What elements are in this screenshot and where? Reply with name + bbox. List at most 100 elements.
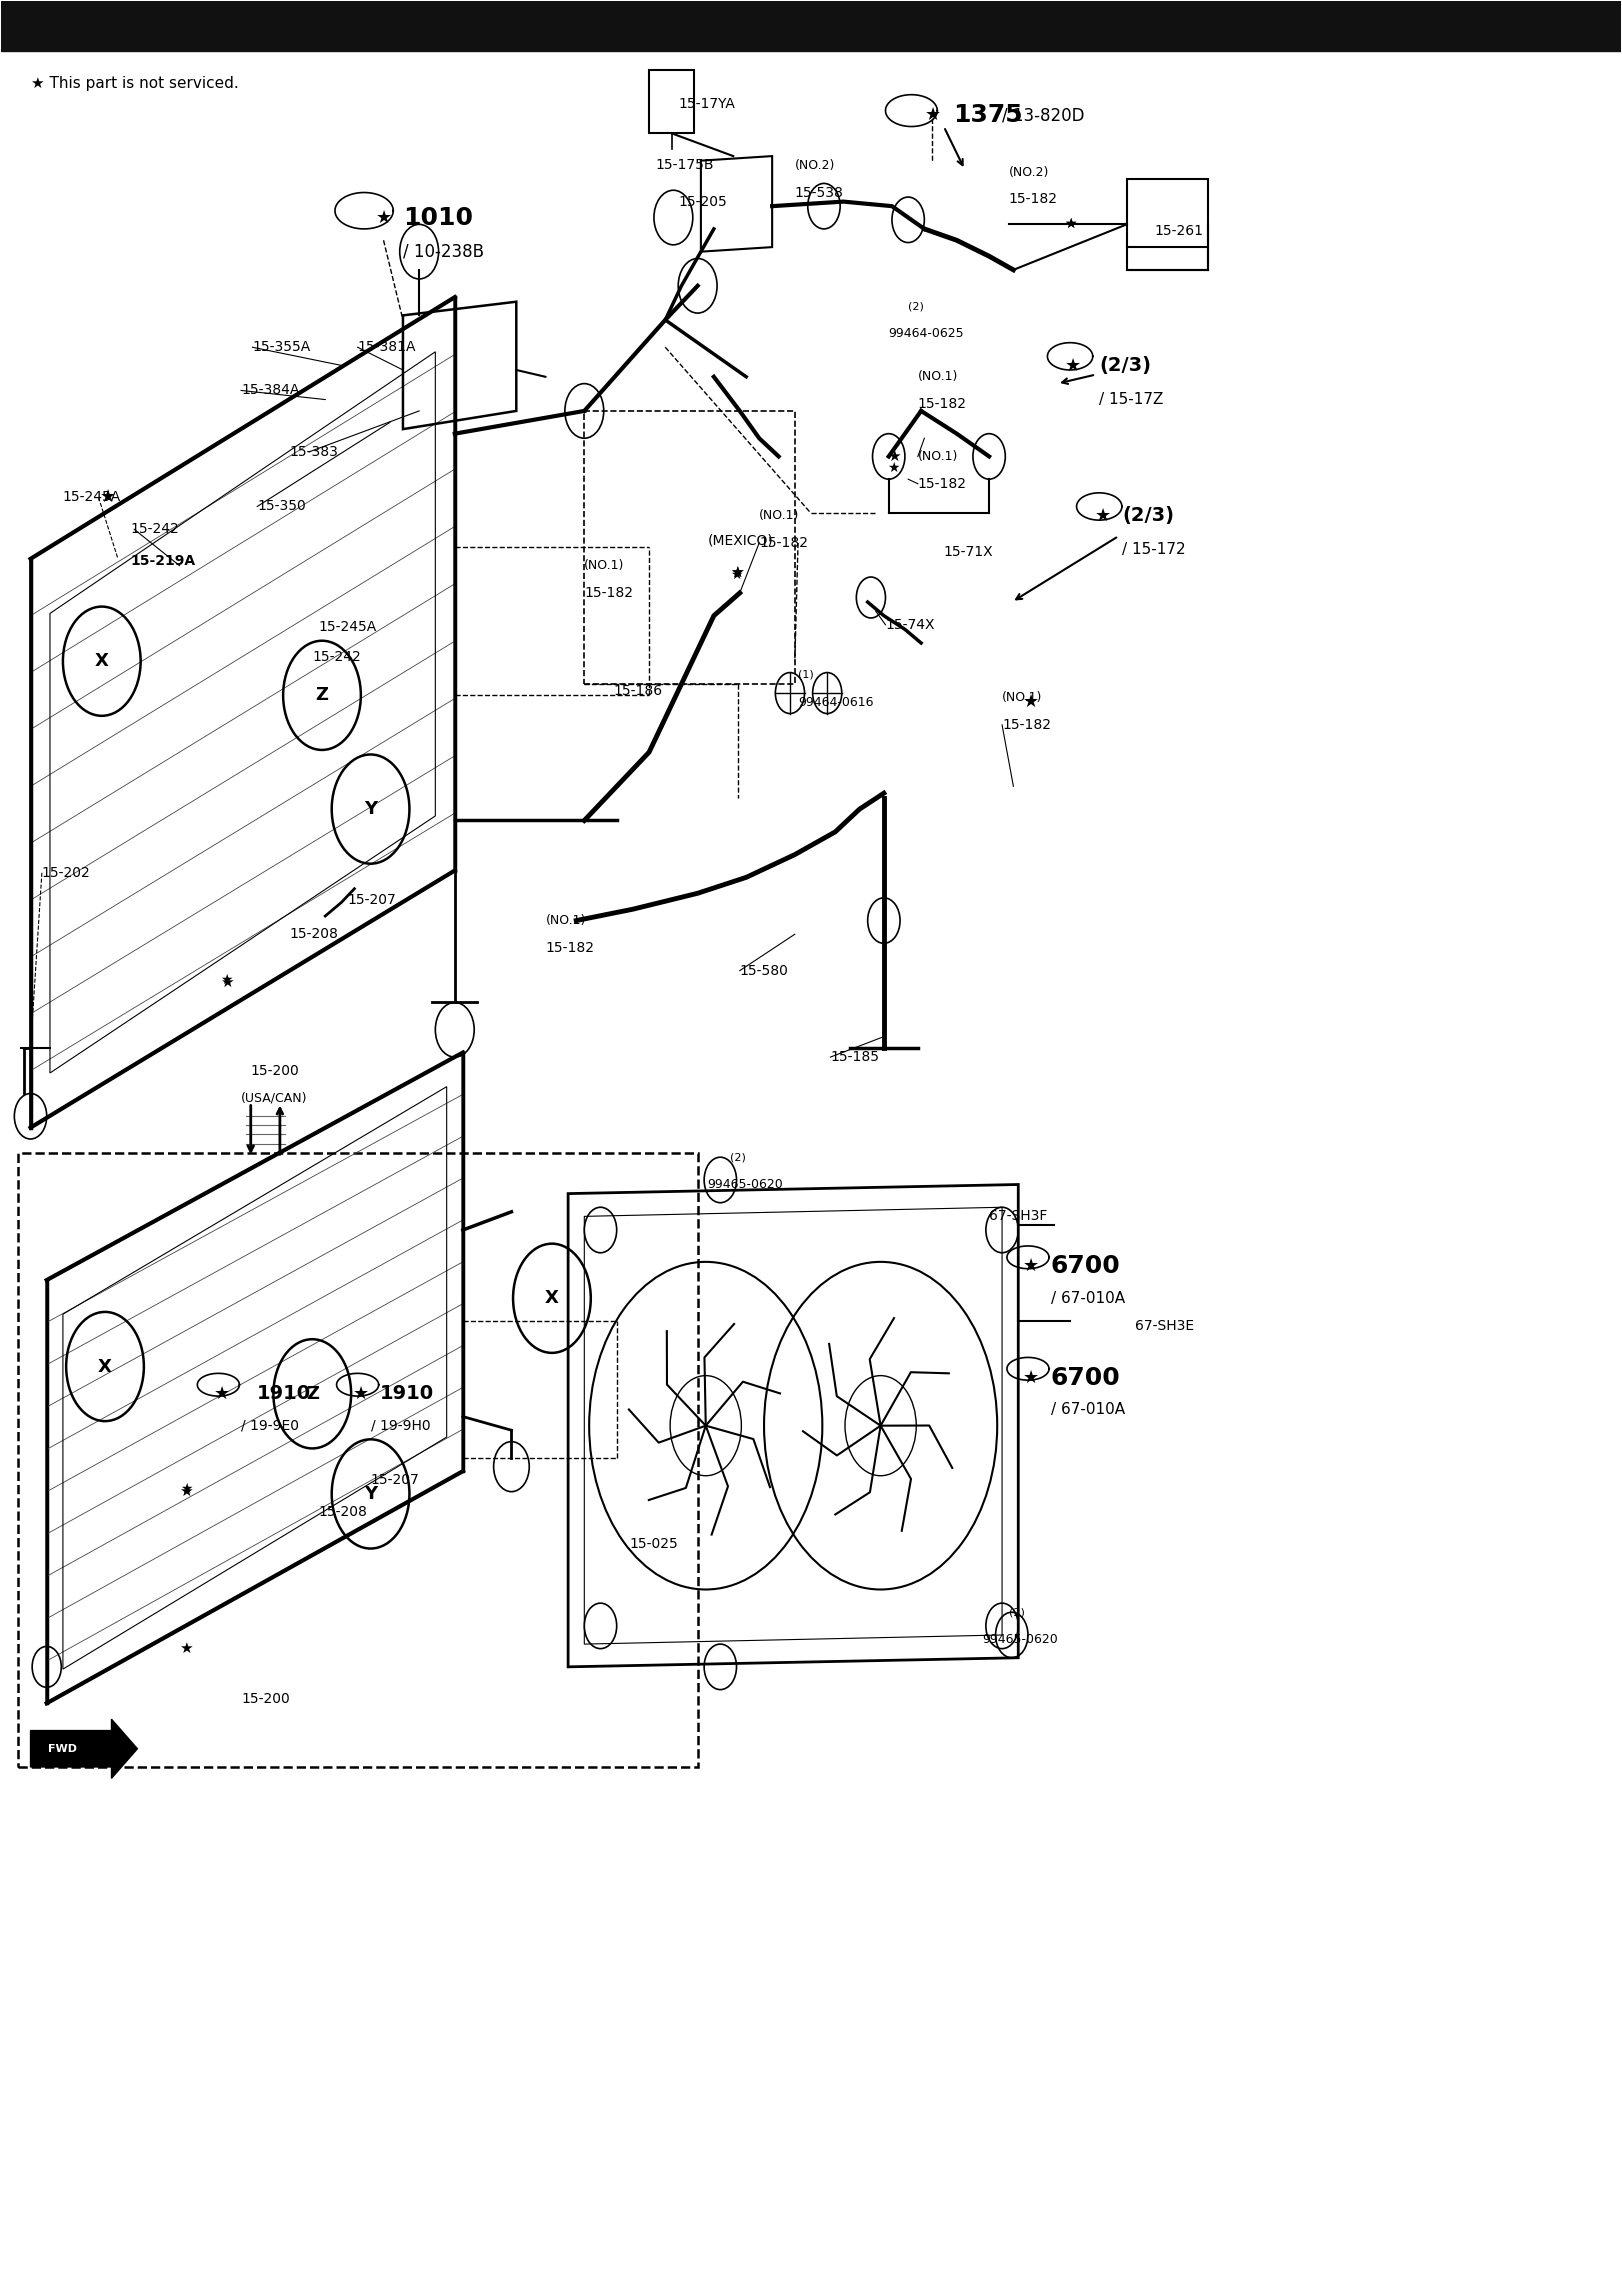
Text: ★: ★ [354, 1385, 368, 1403]
Text: (MEXICO): (MEXICO) [707, 533, 774, 547]
Text: (NO.1): (NO.1) [1002, 690, 1043, 704]
Text: 99465-0620: 99465-0620 [983, 1633, 1059, 1647]
Text: 15-245A: 15-245A [320, 620, 376, 633]
Text: / 10-238B: / 10-238B [402, 244, 483, 260]
Text: 1375: 1375 [954, 103, 1023, 128]
Text: 15-208: 15-208 [320, 1506, 368, 1519]
Text: 15-242: 15-242 [313, 649, 362, 663]
Text: 6700: 6700 [1051, 1255, 1121, 1278]
Text: ★: ★ [219, 975, 234, 989]
Text: 99464-0616: 99464-0616 [798, 695, 874, 708]
Text: 15-025: 15-025 [629, 1538, 678, 1551]
Text: Y: Y [363, 800, 378, 818]
Text: 67-SH3E: 67-SH3E [1135, 1319, 1194, 1333]
Text: 15-200: 15-200 [242, 1693, 290, 1706]
Text: ★: ★ [730, 565, 743, 581]
Text: (NO.2): (NO.2) [795, 159, 835, 171]
Text: ★: ★ [375, 210, 391, 226]
Text: (2): (2) [908, 301, 925, 312]
Text: 15-182: 15-182 [759, 535, 808, 549]
Text: X: X [97, 1358, 112, 1376]
Text: 15-245A: 15-245A [63, 490, 122, 503]
Text: 15-580: 15-580 [740, 964, 788, 977]
Text: 15-350: 15-350 [258, 499, 307, 513]
Text: (USA/CAN): (USA/CAN) [242, 1091, 308, 1105]
Text: X: X [94, 652, 109, 670]
Text: 15-242: 15-242 [131, 522, 180, 535]
Text: ★: ★ [1023, 1369, 1040, 1387]
Text: ★: ★ [887, 449, 900, 465]
Text: 15-261: 15-261 [1155, 223, 1204, 239]
Text: / 15-17Z: / 15-17Z [1100, 392, 1163, 408]
Text: Y: Y [363, 1485, 378, 1503]
Text: 6700: 6700 [1051, 1367, 1121, 1390]
Text: ★: ★ [730, 567, 743, 581]
Bar [2, 2, 1620, 52]
Text: (1): (1) [798, 670, 814, 679]
Text: 1910: 1910 [380, 1385, 435, 1403]
Text: ★: ★ [221, 973, 232, 986]
Text: ★: ★ [178, 1485, 193, 1499]
Text: FWD: FWD [49, 1743, 78, 1754]
Text: ★: ★ [1095, 506, 1111, 524]
Text: 1910: 1910 [258, 1385, 311, 1403]
Text: ★: ★ [101, 487, 117, 506]
Text: 15-207: 15-207 [370, 1474, 420, 1488]
Text: 15-207: 15-207 [347, 893, 397, 907]
Bar [1127, 180, 1208, 269]
Text: 15-17YA: 15-17YA [678, 96, 735, 112]
Text: 15-182: 15-182 [1002, 718, 1051, 731]
Bar [18, 1153, 697, 1768]
Text: 15-182: 15-182 [545, 941, 594, 954]
Text: 15-219A: 15-219A [131, 554, 196, 567]
Text: (2/3): (2/3) [1100, 355, 1152, 376]
Text: / 13-820D: / 13-820D [1002, 107, 1085, 123]
Text: ★: ★ [1023, 693, 1040, 711]
Text: (2): (2) [730, 1153, 746, 1162]
Text: / 67-010A: / 67-010A [1051, 1292, 1124, 1305]
Text: ★: ★ [887, 460, 900, 474]
Text: 15-381A: 15-381A [357, 339, 417, 353]
Text: / 19-9H0: / 19-9H0 [370, 1419, 430, 1433]
Text: ★: ★ [214, 1385, 230, 1403]
Text: 15-74X: 15-74X [886, 617, 934, 631]
Text: ★ This part is not serviced.: ★ This part is not serviced. [31, 75, 238, 91]
Text: 15-202: 15-202 [42, 866, 91, 879]
Text: ★: ★ [925, 107, 941, 123]
Bar [649, 71, 694, 134]
Text: ★: ★ [1064, 216, 1077, 232]
Text: ★: ★ [1023, 1257, 1040, 1276]
Text: (NO.1): (NO.1) [759, 508, 800, 522]
Text: 15-185: 15-185 [830, 1050, 879, 1064]
Text: ★: ★ [180, 1483, 193, 1497]
Text: (NO.1): (NO.1) [918, 451, 959, 462]
Text: (2): (2) [1009, 1608, 1025, 1617]
Text: Z: Z [316, 686, 328, 704]
Text: (NO.2): (NO.2) [1009, 166, 1049, 178]
Text: 99464-0625: 99464-0625 [889, 328, 965, 339]
Text: (NO.1): (NO.1) [584, 558, 624, 572]
Text: 99465-0620: 99465-0620 [707, 1178, 783, 1191]
Text: 67-SH3F: 67-SH3F [989, 1210, 1048, 1223]
Text: 15-384A: 15-384A [242, 383, 300, 396]
Polygon shape [31, 1720, 138, 1779]
Text: 15-182: 15-182 [918, 396, 967, 410]
Text: 15-200: 15-200 [251, 1064, 300, 1077]
Text: / 19-9E0: / 19-9E0 [242, 1419, 298, 1433]
Text: / 67-010A: / 67-010A [1051, 1403, 1124, 1417]
Text: 15-205: 15-205 [678, 194, 727, 210]
Text: X: X [545, 1289, 560, 1308]
Text: ★: ★ [178, 1640, 193, 1656]
Text: ★: ★ [1066, 355, 1082, 374]
Text: 15-175B: 15-175B [655, 157, 714, 173]
Text: / 15-172: / 15-172 [1122, 542, 1186, 558]
Text: ★: ★ [1064, 216, 1077, 232]
Text: 15-538: 15-538 [795, 185, 843, 200]
Text: (NO.1): (NO.1) [918, 371, 959, 383]
Text: 15-182: 15-182 [918, 476, 967, 490]
Text: 15-71X: 15-71X [944, 544, 993, 558]
Text: (NO.1): (NO.1) [545, 913, 586, 927]
Text: Z: Z [307, 1385, 318, 1403]
Text: ★: ★ [730, 565, 743, 581]
Text: 15-182: 15-182 [584, 585, 633, 599]
